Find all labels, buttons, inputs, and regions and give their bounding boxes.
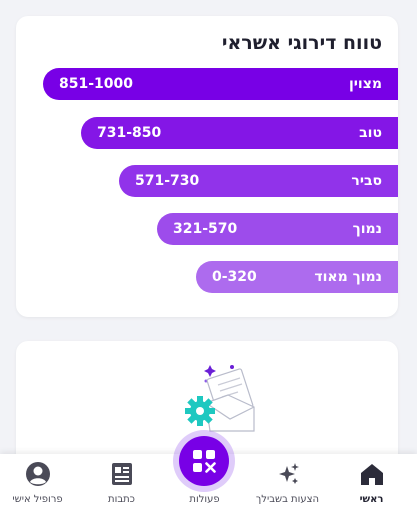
nav-item-articles[interactable]: כתבות	[80, 454, 163, 512]
range-label: נמוך מאוד	[314, 269, 382, 285]
nav-label: ראשי	[359, 494, 384, 505]
range-value: 731-850	[97, 125, 162, 141]
range-value: 0-320	[212, 269, 257, 285]
range-bar-low: נמוך 321-570	[157, 213, 398, 245]
credit-ranges-card: טווח דירוגי אשראי מצוין 851-1000 טוב 731…	[16, 16, 398, 317]
nav-label: כתבות	[108, 494, 135, 505]
range-label: סביר	[351, 173, 382, 189]
user-icon	[25, 462, 50, 486]
nav-item-actions[interactable]: פעולות	[163, 454, 246, 512]
range-label: טוב	[359, 125, 382, 141]
article-icon	[111, 463, 132, 485]
home-icon	[360, 464, 383, 485]
grid-icon	[193, 450, 216, 473]
range-value: 571-730	[135, 173, 200, 189]
nav-item-tips[interactable]: הצעות בשבילך	[246, 454, 329, 512]
range-bar-excellent: מצוין 851-1000	[43, 68, 398, 100]
nav-item-profile[interactable]: פרופיל אישי	[0, 454, 79, 512]
actions-fab-button[interactable]	[179, 436, 229, 486]
range-bar-good: טוב 731-850	[81, 117, 398, 149]
nav-label: פעולות	[189, 494, 220, 505]
range-label: מצוין	[348, 76, 382, 92]
nav-item-home[interactable]: ראשי	[330, 454, 413, 512]
nav-label: פרופיל אישי	[12, 494, 63, 505]
range-value: 321-570	[173, 221, 238, 237]
range-bar-very-low: נמוך מאוד 0-320	[196, 261, 398, 293]
nav-label: הצעות בשבילך	[255, 494, 320, 505]
envelope-with-gear-icon	[185, 365, 255, 432]
range-label: נמוך	[352, 221, 382, 237]
range-value: 851-1000	[59, 76, 133, 92]
sparkles-icon	[278, 463, 299, 484]
range-bar-fair: סביר 571-730	[119, 165, 398, 197]
card-title: טווח דירוגי אשראי	[221, 32, 382, 54]
